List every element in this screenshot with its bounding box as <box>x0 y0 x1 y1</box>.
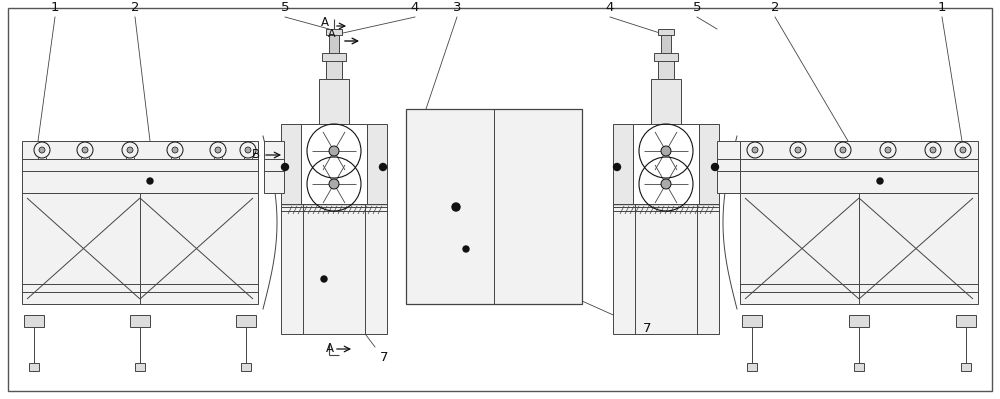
Bar <box>699 124 719 204</box>
Circle shape <box>282 164 288 170</box>
Bar <box>301 124 367 204</box>
Bar <box>322 53 346 61</box>
Bar <box>961 363 971 371</box>
Bar <box>130 315 150 327</box>
Circle shape <box>712 164 718 170</box>
Bar <box>633 124 699 204</box>
Circle shape <box>614 164 620 170</box>
Bar <box>613 124 633 204</box>
Text: 4: 4 <box>606 1 614 14</box>
Circle shape <box>147 178 153 184</box>
Bar <box>740 141 978 193</box>
Circle shape <box>39 147 45 153</box>
Bar <box>717 141 740 193</box>
Circle shape <box>215 147 221 153</box>
Bar <box>326 29 342 35</box>
Bar <box>740 193 978 304</box>
Bar <box>654 53 678 61</box>
Bar <box>406 109 582 304</box>
Bar <box>658 29 674 35</box>
Circle shape <box>172 147 178 153</box>
Bar <box>661 35 671 53</box>
Bar <box>849 315 869 327</box>
Circle shape <box>661 179 671 189</box>
Bar <box>22 193 258 304</box>
Circle shape <box>82 147 88 153</box>
Text: A: A <box>326 342 334 355</box>
Circle shape <box>752 147 758 153</box>
Bar <box>367 124 387 204</box>
Circle shape <box>380 164 386 170</box>
Text: B: B <box>252 148 260 162</box>
Text: 2: 2 <box>771 1 779 14</box>
Circle shape <box>960 147 966 153</box>
Text: 4: 4 <box>411 1 419 14</box>
Circle shape <box>885 147 891 153</box>
Bar <box>956 315 976 327</box>
Circle shape <box>452 203 460 211</box>
Circle shape <box>127 147 133 153</box>
Circle shape <box>321 276 327 282</box>
Text: 7: 7 <box>380 351 388 364</box>
Text: 5: 5 <box>281 1 289 14</box>
Text: 2: 2 <box>131 1 139 14</box>
Text: 7: 7 <box>643 322 652 336</box>
Circle shape <box>661 146 671 156</box>
Bar <box>854 363 864 371</box>
Circle shape <box>329 179 339 189</box>
Bar <box>29 363 39 371</box>
Bar <box>281 124 301 204</box>
Text: 3: 3 <box>453 1 461 14</box>
Circle shape <box>877 178 883 184</box>
Bar <box>264 141 284 193</box>
Bar <box>24 315 44 327</box>
Bar <box>22 141 258 193</box>
Bar <box>658 59 674 79</box>
Bar <box>329 35 339 53</box>
Bar <box>742 315 762 327</box>
Bar <box>281 204 387 334</box>
Text: A: A <box>328 29 336 39</box>
Text: 5: 5 <box>693 1 701 14</box>
Text: A: A <box>321 16 329 28</box>
Circle shape <box>840 147 846 153</box>
Circle shape <box>329 146 339 156</box>
Bar <box>651 79 681 124</box>
Circle shape <box>463 246 469 252</box>
Bar <box>326 59 342 79</box>
Bar <box>319 79 349 124</box>
Bar <box>747 363 757 371</box>
Bar <box>135 363 145 371</box>
Bar <box>241 363 251 371</box>
Circle shape <box>245 147 251 153</box>
Text: 1: 1 <box>51 1 59 14</box>
Circle shape <box>930 147 936 153</box>
Bar <box>613 204 719 334</box>
Circle shape <box>795 147 801 153</box>
Bar <box>236 315 256 327</box>
Text: 1: 1 <box>938 1 946 14</box>
